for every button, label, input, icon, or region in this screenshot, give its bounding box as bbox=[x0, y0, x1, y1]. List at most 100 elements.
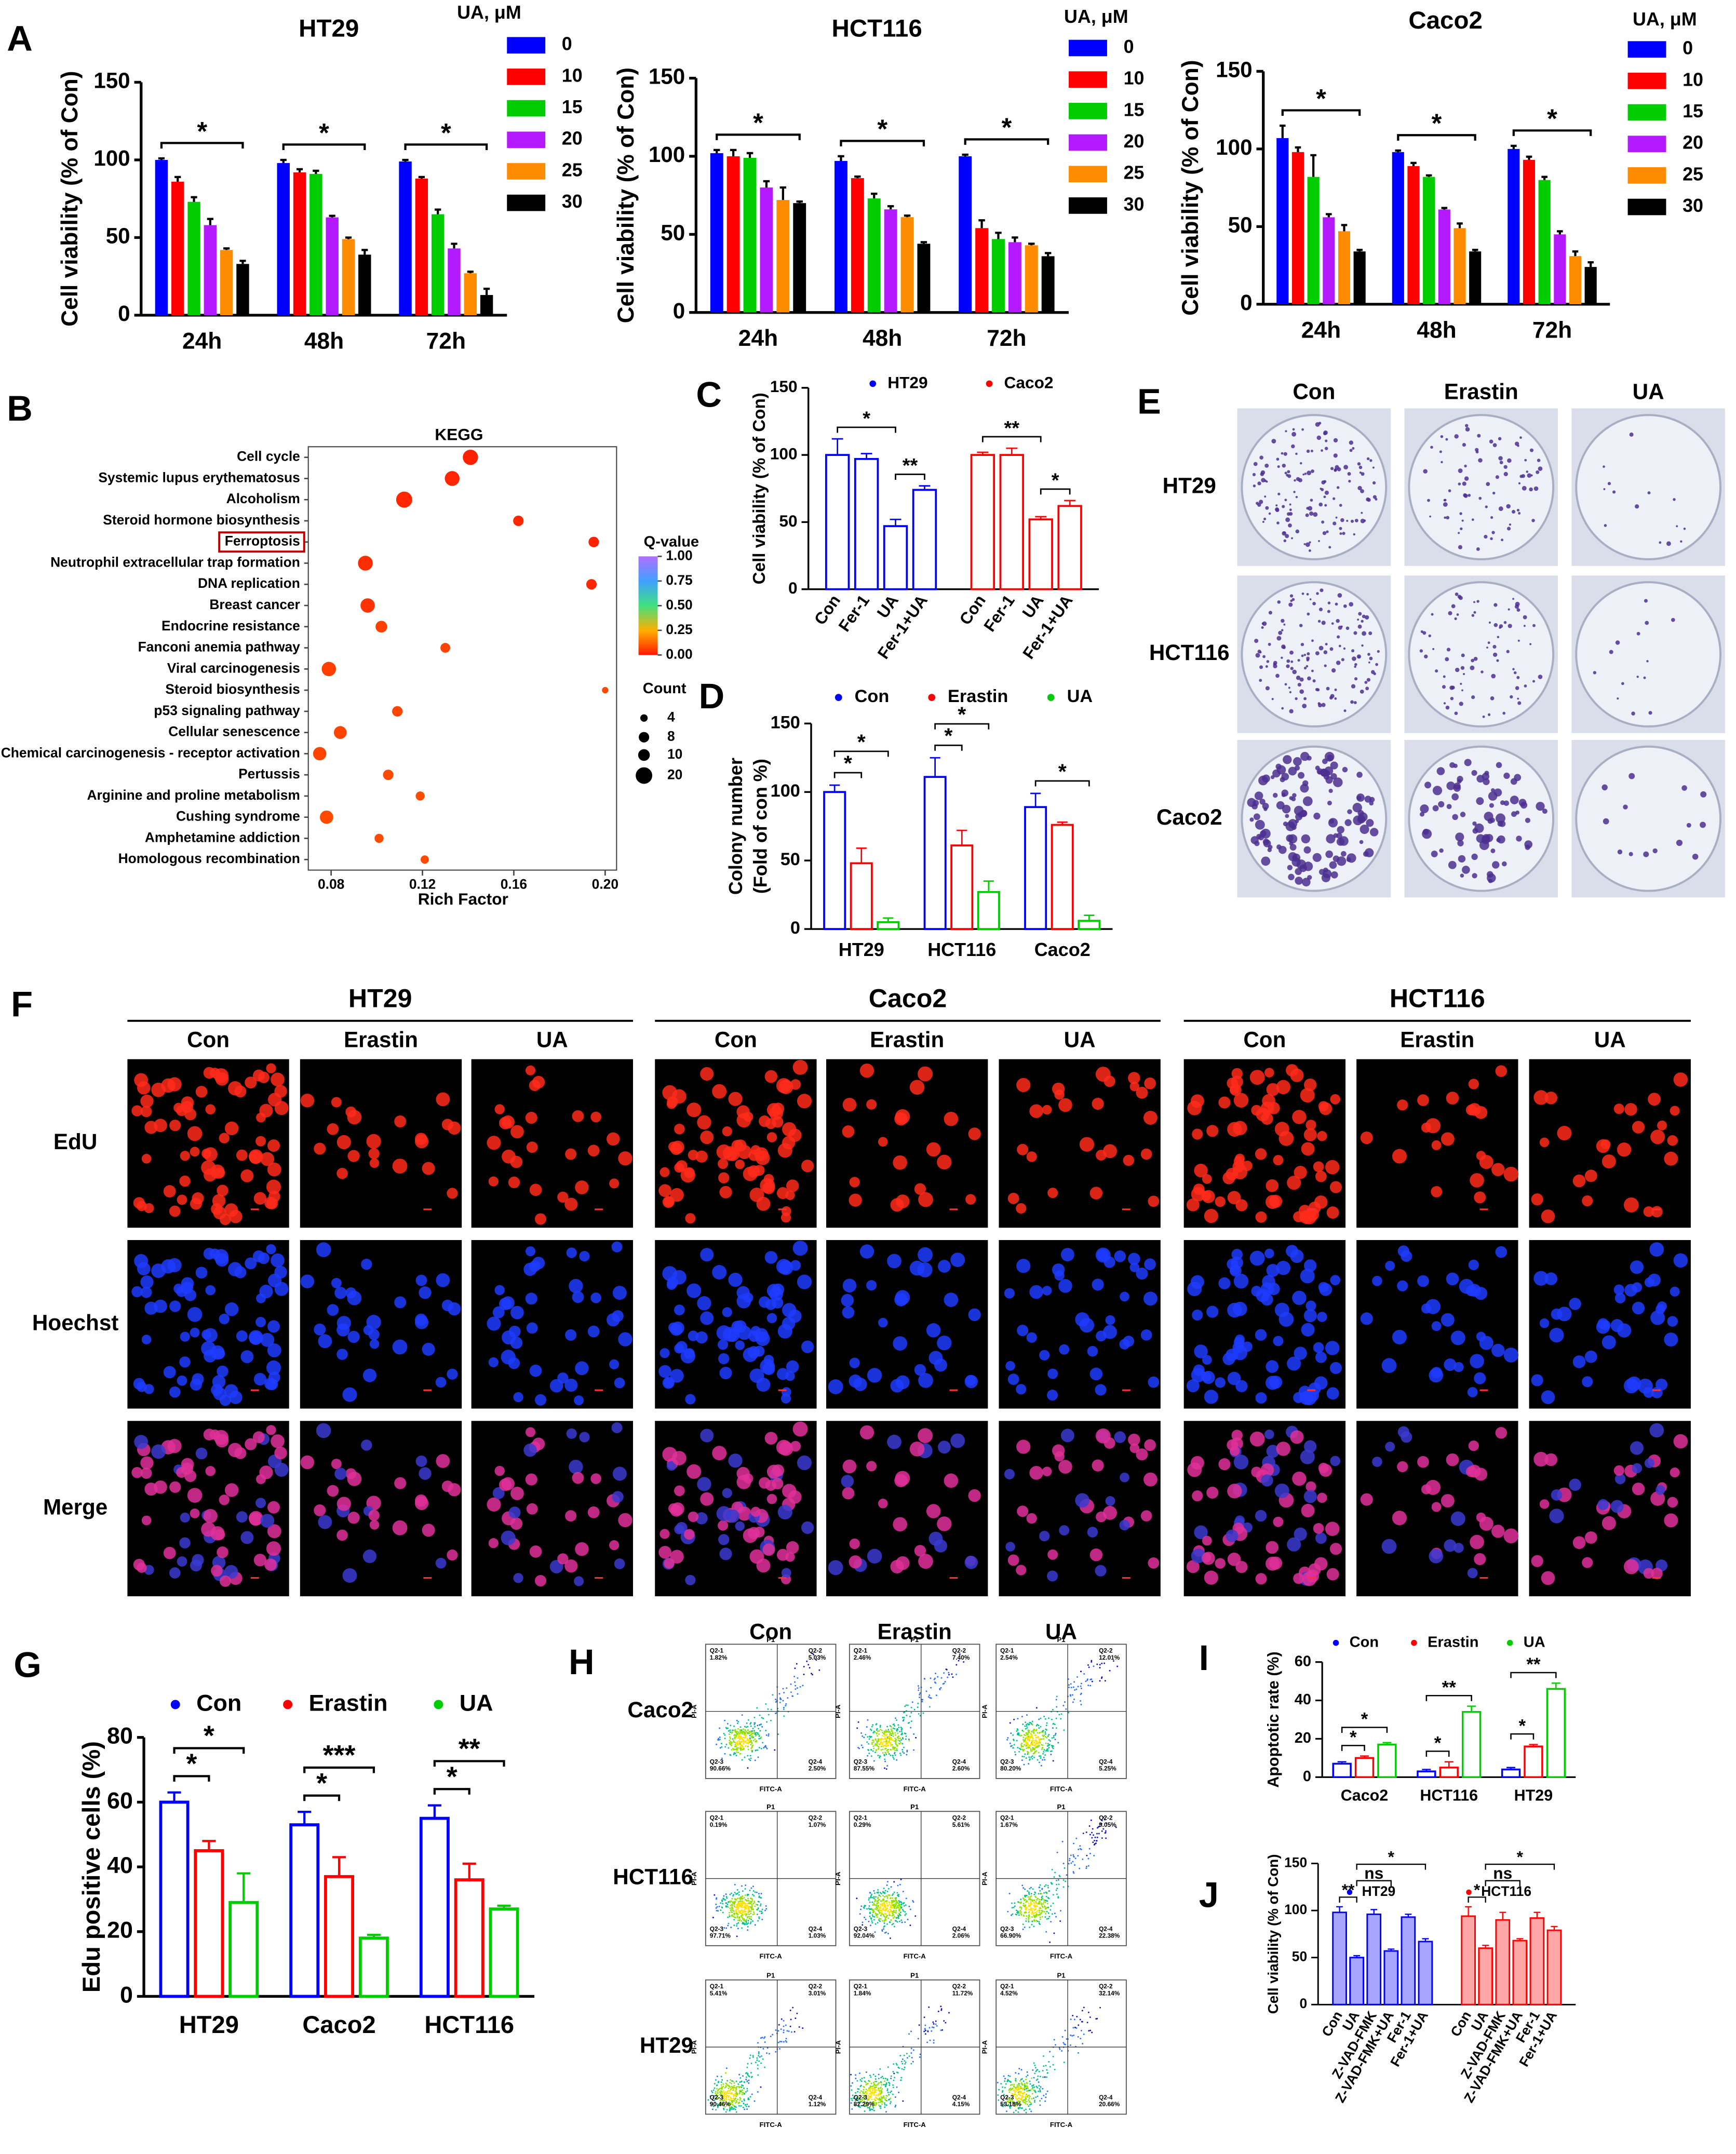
event bbox=[1028, 1732, 1030, 1733]
colony bbox=[1523, 625, 1526, 627]
event bbox=[729, 1731, 731, 1733]
event bbox=[879, 1920, 881, 1922]
nucleus bbox=[1194, 1163, 1208, 1178]
colony bbox=[1288, 523, 1292, 528]
event bbox=[907, 1918, 909, 1920]
bar bbox=[236, 264, 249, 315]
column-label: Erastin bbox=[1444, 380, 1518, 404]
event bbox=[748, 1742, 750, 1744]
event bbox=[1047, 1906, 1049, 1908]
event bbox=[750, 1735, 752, 1738]
event bbox=[1047, 1918, 1049, 1919]
event bbox=[779, 1697, 781, 1699]
error-bar bbox=[167, 1791, 181, 1802]
nucleus bbox=[1491, 1525, 1505, 1538]
colony bbox=[1306, 658, 1310, 662]
event bbox=[885, 1729, 887, 1731]
event bbox=[870, 1908, 872, 1910]
event bbox=[1030, 1743, 1032, 1745]
event bbox=[744, 1920, 746, 1922]
event bbox=[731, 1743, 733, 1745]
event bbox=[907, 1704, 909, 1706]
nucleus bbox=[1261, 1293, 1273, 1306]
event bbox=[895, 1917, 897, 1919]
significance-label: * bbox=[204, 1720, 214, 1752]
nucleus bbox=[788, 1128, 802, 1142]
event bbox=[882, 1914, 884, 1916]
event bbox=[901, 1717, 904, 1718]
event bbox=[786, 1687, 788, 1689]
colony bbox=[1473, 656, 1478, 661]
nucleus bbox=[893, 1336, 908, 1351]
colony bbox=[1359, 840, 1364, 844]
colony bbox=[1315, 688, 1318, 691]
nucleus bbox=[523, 1262, 537, 1276]
error-bar bbox=[887, 205, 894, 210]
event bbox=[1017, 1732, 1019, 1734]
event bbox=[927, 1696, 930, 1698]
event bbox=[731, 1898, 733, 1900]
event bbox=[716, 1906, 718, 1908]
bar bbox=[399, 161, 412, 315]
nucleus bbox=[1075, 1312, 1089, 1327]
event bbox=[729, 1914, 731, 1916]
colony bbox=[1617, 849, 1623, 855]
event bbox=[725, 1896, 728, 1897]
colony bbox=[1444, 499, 1447, 502]
colony bbox=[1354, 677, 1358, 681]
event bbox=[871, 1743, 873, 1745]
error-bar bbox=[1557, 230, 1563, 235]
event bbox=[756, 1914, 758, 1916]
legend-title: UA, μM bbox=[1633, 9, 1697, 30]
event bbox=[1041, 1888, 1043, 1890]
event bbox=[1031, 1741, 1033, 1743]
quadrant-name: Q2-4 bbox=[1099, 1925, 1113, 1932]
event bbox=[896, 1748, 898, 1750]
nucleus bbox=[266, 1063, 276, 1073]
event bbox=[865, 1733, 867, 1735]
event bbox=[734, 1883, 736, 1886]
event bbox=[899, 1731, 901, 1732]
nucleus bbox=[849, 1193, 862, 1207]
event bbox=[739, 1741, 741, 1743]
event bbox=[724, 1738, 726, 1740]
event bbox=[1032, 1738, 1034, 1740]
event bbox=[892, 1755, 894, 1757]
nucleus bbox=[347, 1472, 362, 1486]
event bbox=[733, 1752, 735, 1754]
nucleus bbox=[747, 1346, 760, 1358]
event bbox=[747, 1719, 749, 1721]
error-bar bbox=[1341, 224, 1348, 232]
event bbox=[878, 1746, 880, 1748]
nucleus bbox=[777, 1504, 792, 1520]
event bbox=[1022, 1928, 1024, 1930]
event bbox=[1039, 1890, 1041, 1892]
event bbox=[746, 1916, 748, 1918]
event bbox=[1048, 1747, 1050, 1748]
event bbox=[1104, 1819, 1106, 1821]
bar bbox=[1041, 256, 1055, 313]
event bbox=[753, 1731, 756, 1733]
event bbox=[1033, 1893, 1035, 1895]
event bbox=[894, 1911, 896, 1913]
nucleus bbox=[688, 1330, 699, 1341]
colony bbox=[1496, 762, 1502, 769]
event bbox=[765, 1746, 767, 1748]
colony bbox=[1464, 464, 1467, 468]
nucleus bbox=[192, 1192, 204, 1205]
event bbox=[1038, 1718, 1040, 1720]
nucleus bbox=[1251, 1286, 1262, 1297]
colony bbox=[1281, 629, 1284, 631]
nucleus bbox=[1192, 1128, 1203, 1140]
nucleus bbox=[1016, 1439, 1031, 1454]
event bbox=[1028, 1735, 1030, 1738]
nucleus bbox=[1095, 1428, 1111, 1444]
error-bar bbox=[962, 153, 968, 156]
nucleus bbox=[1206, 1486, 1219, 1499]
event bbox=[761, 1717, 763, 1719]
event bbox=[876, 1728, 878, 1730]
colony bbox=[1299, 689, 1304, 694]
nucleus bbox=[866, 1099, 877, 1110]
nucleus bbox=[893, 1517, 908, 1532]
event bbox=[725, 1905, 727, 1907]
